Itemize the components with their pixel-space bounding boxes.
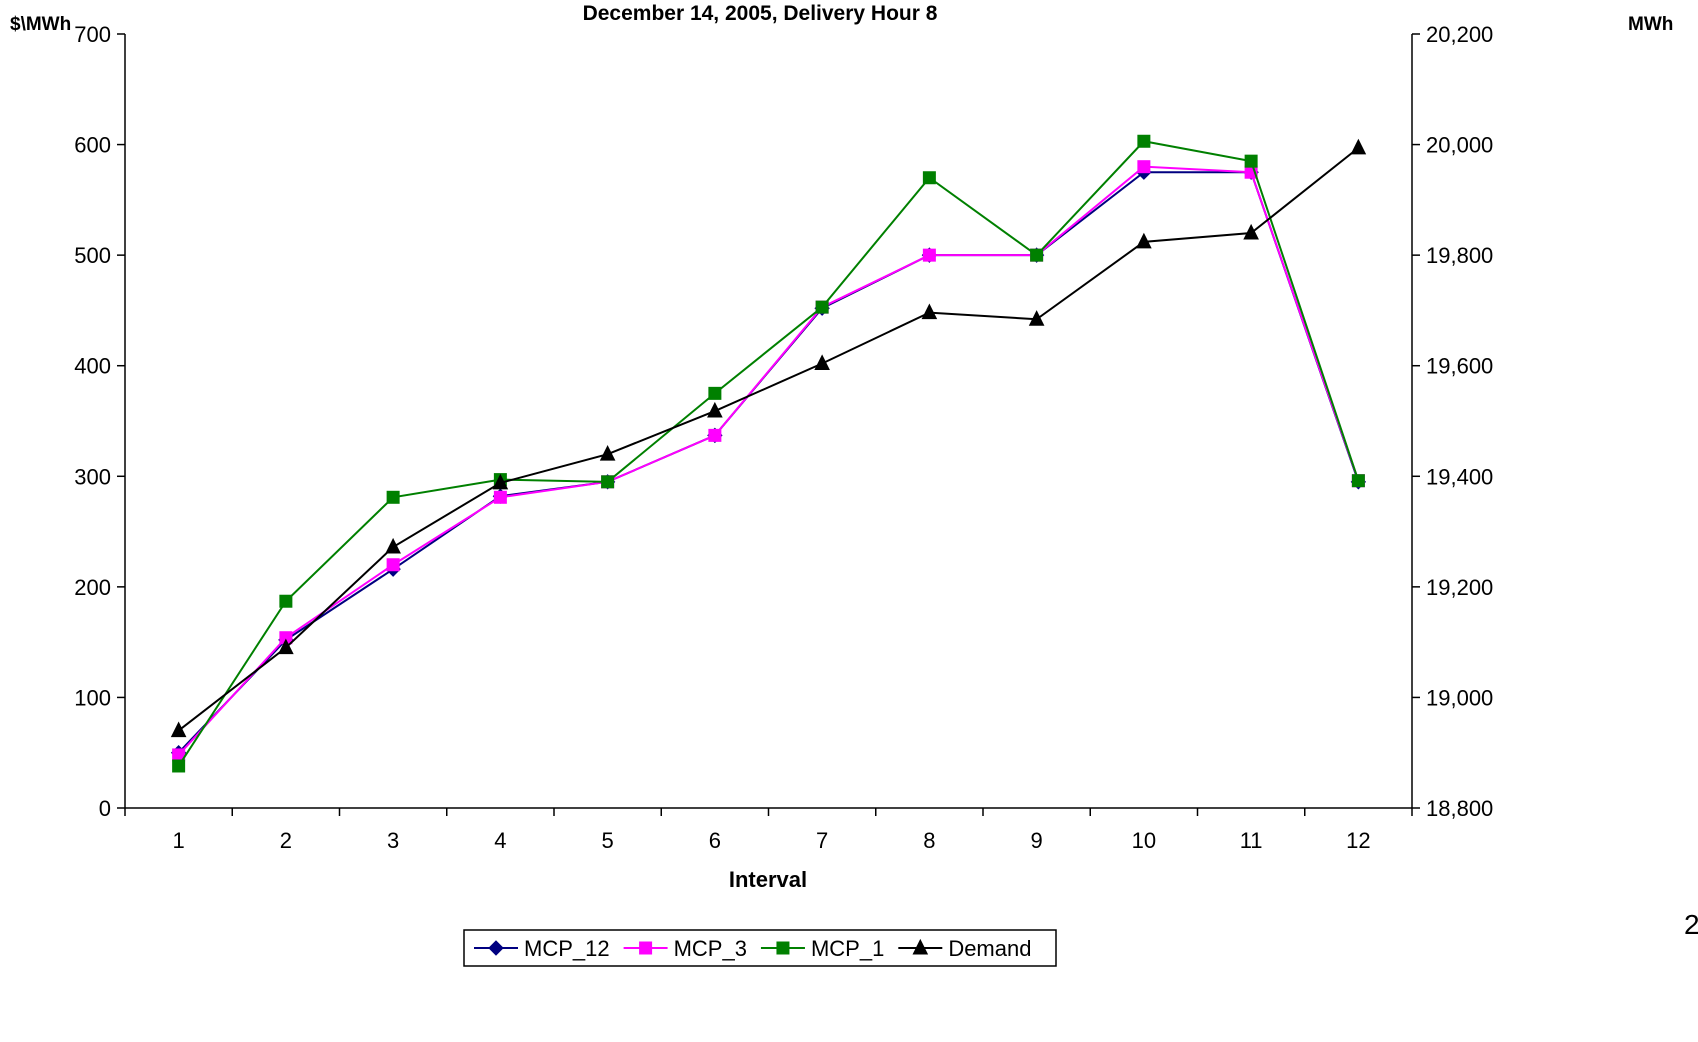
data-point-demand — [1243, 223, 1259, 240]
data-point-demand — [170, 721, 187, 738]
data-point-demand — [921, 303, 938, 320]
data-point-mcp-1 — [601, 475, 615, 489]
x-tick-label: 9 — [1031, 828, 1043, 853]
left-axis-unit: $\MWh — [10, 14, 71, 35]
data-point-mcp-1 — [922, 171, 936, 185]
x-tick-label: 4 — [494, 828, 506, 853]
x-tick-label: 5 — [602, 828, 614, 853]
data-point-mcp-3 — [922, 248, 936, 262]
series-mcp-3 — [172, 160, 1365, 762]
x-tick-label: 10 — [1132, 828, 1156, 853]
x-tick-label: 6 — [709, 828, 721, 853]
series-mcp-12 — [170, 164, 1367, 761]
data-point-demand — [492, 473, 509, 490]
legend: MCP_12 MCP_3 MCP_1 Demand — [463, 929, 1057, 967]
chart-title: December 14, 2005, Delivery Hour 8 — [583, 2, 938, 25]
series-demand — [170, 138, 1367, 738]
y-tick-label: 100 — [74, 685, 111, 710]
y2-tick-label: 20,000 — [1426, 133, 1493, 158]
legend-marker-mcp-3 — [639, 941, 653, 955]
series-line-mcp-1 — [177, 140, 1360, 767]
legend-marker-demand — [912, 938, 929, 955]
y2-tick-label: 20,200 — [1426, 22, 1493, 47]
data-point-mcp-1 — [708, 386, 722, 400]
x-tick-label: 8 — [923, 828, 935, 853]
x-tick-label: 1 — [173, 828, 185, 853]
data-point-demand — [599, 445, 616, 461]
y2-tick-label: 18,800 — [1426, 796, 1493, 821]
data-point-mcp-1 — [1244, 154, 1258, 168]
legend-box — [463, 929, 1057, 967]
data-point-demand — [707, 401, 723, 418]
x-tick-label: 3 — [387, 828, 399, 853]
x-tick-label: 7 — [816, 828, 828, 853]
x-tick-label: 12 — [1346, 828, 1370, 853]
page-number: 2 — [1684, 909, 1698, 940]
data-point-demand — [278, 638, 294, 655]
data-point-mcp-3 — [493, 490, 507, 504]
legend-marker-mcp-1 — [776, 941, 790, 955]
y2-tick-label: 19,200 — [1426, 575, 1493, 600]
series-line-mcp-12 — [177, 171, 1360, 754]
legend-label-mcp-12: MCP_12 — [524, 936, 610, 961]
data-point-mcp-1 — [1351, 474, 1365, 488]
right-axis-unit: MWh — [1628, 14, 1673, 35]
series-layer — [170, 134, 1367, 773]
y-tick-label: 300 — [74, 464, 111, 489]
data-point-mcp-3 — [386, 558, 400, 572]
y-tick-label: 400 — [74, 354, 111, 379]
y-tick-label: 0 — [99, 796, 111, 821]
data-point-demand — [814, 354, 830, 371]
data-point-demand — [1350, 138, 1367, 155]
legend-label-mcp-1: MCP_1 — [811, 936, 884, 961]
data-point-mcp-3 — [708, 428, 722, 442]
legend-label-demand: Demand — [948, 936, 1031, 961]
data-point-mcp-1 — [815, 300, 829, 314]
series-line-demand — [178, 147, 1359, 732]
axes: 0 100 200 300 400 500 600 700 18,800 19,000 19,200… — [74, 22, 1493, 853]
data-point-demand — [1028, 310, 1045, 326]
data-point-mcp-1 — [386, 490, 400, 504]
legend-marker-mcp-12 — [488, 940, 504, 956]
x-tick-label: 11 — [1240, 828, 1263, 853]
y2-tick-label: 19,400 — [1426, 464, 1493, 489]
data-point-mcp-1 — [279, 594, 293, 608]
x-tick-label: 2 — [280, 828, 292, 853]
y2-tick-label: 19,600 — [1426, 354, 1493, 379]
y2-tick-label: 19,800 — [1426, 243, 1493, 268]
y-tick-label: 700 — [74, 22, 111, 47]
y2-tick-label: 19,000 — [1426, 685, 1493, 710]
data-point-mcp-3 — [1137, 160, 1151, 174]
y-tick-label: 200 — [74, 575, 111, 600]
legend-label-mcp-3: MCP_3 — [674, 936, 747, 961]
data-point-mcp-1 — [1030, 248, 1044, 262]
data-point-mcp-1 — [172, 759, 186, 773]
series-mcp-1 — [172, 134, 1365, 773]
data-point-demand — [1136, 232, 1152, 249]
series-line-mcp-3 — [177, 165, 1360, 756]
data-point-demand — [385, 537, 401, 554]
data-point-mcp-1 — [1137, 134, 1151, 148]
x-axis-label: Interval — [729, 867, 807, 892]
y-tick-label: 600 — [74, 133, 111, 158]
y-tick-label: 500 — [74, 243, 111, 268]
